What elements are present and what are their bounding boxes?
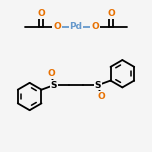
Text: O: O [107, 9, 115, 18]
Text: O: O [37, 9, 45, 18]
Text: S: S [51, 81, 57, 90]
Text: O: O [97, 92, 105, 101]
Text: S: S [95, 81, 101, 90]
Text: O: O [91, 22, 99, 31]
Text: O: O [47, 69, 55, 78]
Text: Pd: Pd [69, 22, 83, 31]
Text: O: O [53, 22, 61, 31]
